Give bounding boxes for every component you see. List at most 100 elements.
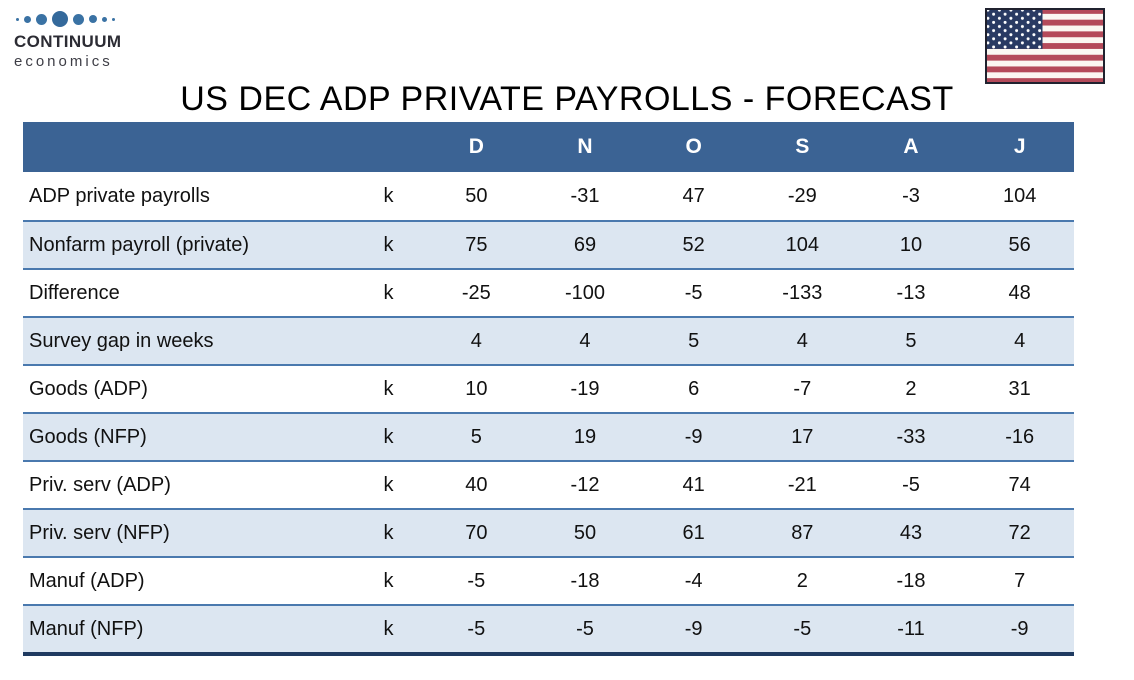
row-value: -5: [467, 569, 486, 592]
row-value: 52: [682, 233, 705, 256]
row-value: -3: [902, 184, 920, 207]
table-row: Goods (ADP) k 10 -19 6 -7 2 31: [23, 364, 1074, 412]
row-value: 104: [785, 233, 819, 256]
row-value: 104: [1002, 184, 1037, 207]
row-value: -21: [787, 473, 817, 496]
row-value: 2: [905, 377, 917, 400]
row-value: 72: [1008, 521, 1031, 544]
row-unit: k: [383, 377, 394, 400]
logo-dot: [36, 13, 47, 25]
row-value: -13: [896, 281, 926, 304]
row-value: -18: [570, 569, 600, 592]
logo-dot: [24, 15, 31, 23]
row-value: -5: [793, 617, 812, 640]
row-label: Difference: [29, 281, 120, 304]
table-header-row: D N O S A J: [23, 122, 1074, 172]
row-value: 47: [682, 184, 705, 207]
header-month-o: O: [685, 135, 702, 158]
row-value: 10: [465, 377, 488, 400]
table-row: Nonfarm payroll (private) k 75 69 52 104…: [23, 220, 1074, 268]
row-value: 50: [465, 184, 488, 207]
logo-dot: [16, 17, 19, 21]
header-month-n: N: [577, 135, 593, 158]
row-value: 5: [905, 329, 917, 352]
row-unit: k: [383, 233, 394, 256]
row-value: 7: [1014, 569, 1026, 592]
brand-subname: economics: [14, 53, 113, 70]
row-label: Priv. serv (NFP): [29, 521, 170, 544]
table-row: Survey gap in weeks 4 4 5 4 5 4: [23, 316, 1074, 364]
logo-dot: [102, 16, 107, 22]
row-value: -5: [467, 617, 486, 640]
row-value: 56: [1008, 233, 1031, 256]
row-value: 41: [682, 473, 705, 496]
table-row: Difference k -25 -100 -5 -133 -13 48: [23, 268, 1074, 316]
table-row: Manuf (ADP) k -5 -18 -4 2 -18 7: [23, 556, 1074, 604]
row-value: 19: [573, 425, 597, 448]
row-value: 17: [791, 425, 814, 448]
row-unit: k: [383, 617, 394, 640]
row-value: -100: [564, 281, 605, 304]
row-value: 10: [899, 233, 923, 256]
row-value: 69: [573, 233, 597, 256]
row-value: 5: [470, 425, 482, 448]
row-unit: k: [383, 521, 394, 544]
table-row: Goods (NFP) k 5 19 -9 17 -33 -16: [23, 412, 1074, 460]
row-value: -9: [1010, 617, 1029, 640]
row-value: -5: [902, 473, 920, 496]
row-value: 4: [1014, 329, 1026, 352]
row-unit: k: [383, 473, 394, 496]
row-value: -31: [570, 184, 600, 207]
row-label: Nonfarm payroll (private): [29, 233, 250, 256]
table-row: Priv. serv (NFP) k 70 50 61 87 43 72: [23, 508, 1074, 556]
table-bottom-border: [23, 652, 1074, 656]
row-value: 2: [796, 569, 808, 592]
brand-name: CONTINUUM: [14, 32, 122, 51]
table-row: ADP private payrolls k 50 -31 47 -29 -3 …: [23, 172, 1074, 220]
us-flag-icon: [985, 8, 1105, 84]
row-value: -29: [787, 184, 817, 207]
table-row: Manuf (NFP) k -5 -5 -9 -5 -11 -9: [23, 604, 1074, 652]
row-unit: k: [383, 281, 394, 304]
row-value: -33: [896, 425, 926, 448]
row-value: 4: [796, 329, 808, 352]
logo-dot: [73, 13, 84, 25]
logo-dots-icon: [16, 10, 121, 28]
brand-logo: CONTINUUM economics: [14, 10, 121, 70]
row-value: 87: [791, 521, 814, 544]
row-value: -5: [576, 617, 594, 640]
row-value: 70: [465, 521, 488, 544]
row-value: 31: [1008, 377, 1031, 400]
row-value: -18: [896, 569, 926, 592]
row-unit: k: [383, 425, 394, 448]
row-label: Priv. serv (ADP): [29, 473, 171, 496]
row-value: -16: [1005, 425, 1035, 448]
row-value: -5: [684, 281, 703, 304]
row-label: Goods (NFP): [29, 425, 147, 448]
row-value: 6: [688, 377, 700, 400]
row-value: -133: [782, 281, 823, 304]
row-value: 5: [688, 329, 700, 352]
row-value: 50: [573, 521, 597, 544]
row-value: 4: [579, 329, 591, 352]
row-value: 48: [1008, 281, 1031, 304]
logo-dot: [52, 11, 68, 27]
header-month-s: S: [795, 135, 810, 158]
row-label: Manuf (NFP): [29, 617, 144, 640]
header-month-j: J: [1013, 135, 1026, 158]
row-value: -11: [897, 617, 925, 640]
row-value: -12: [570, 473, 600, 496]
row-value: -9: [684, 617, 703, 640]
row-value: 43: [899, 521, 923, 544]
forecast-table: D N O S A J ADP private payrolls k 50 -3…: [23, 122, 1074, 656]
table-row: Priv. serv (ADP) k 40 -12 41 -21 -5 74: [23, 460, 1074, 508]
table-body: ADP private payrolls k 50 -31 47 -29 -3 …: [23, 172, 1074, 652]
row-value: 61: [682, 521, 705, 544]
row-value: -7: [793, 377, 812, 400]
row-value: 4: [470, 329, 482, 352]
row-unit: k: [383, 569, 394, 592]
row-label: Survey gap in weeks: [29, 329, 214, 352]
header-month-a: A: [903, 135, 919, 158]
row-label: Manuf (ADP): [29, 569, 145, 592]
row-value: -25: [461, 281, 491, 304]
